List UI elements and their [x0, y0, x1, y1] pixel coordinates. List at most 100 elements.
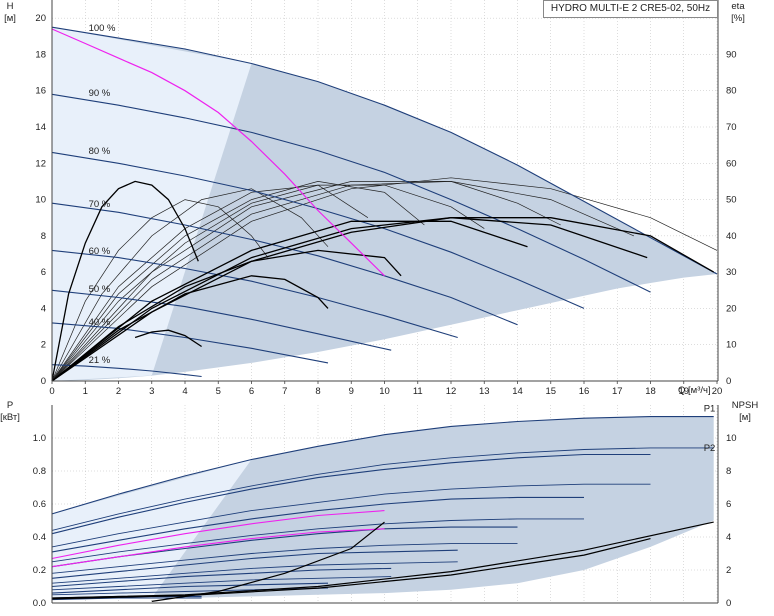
- x-tick-label: 17: [612, 386, 623, 397]
- efficiency-curve: [51, 217, 715, 382]
- y-tick-label: 14: [35, 122, 46, 133]
- x-tick-label: 1: [83, 386, 88, 397]
- efficiency-curve: [134, 329, 202, 348]
- x-tick-label: 2: [116, 386, 121, 397]
- chart-title: HYDRO MULTI-E 2 CRE5-02, 50Hz: [543, 0, 718, 18]
- x-tick-label: 13: [479, 386, 490, 397]
- y-tick-label: 0.8: [33, 466, 46, 477]
- y-right-axis-unit: [%]: [731, 13, 745, 24]
- p1-curve: [51, 582, 329, 594]
- p1-curve: [51, 496, 584, 553]
- y-right-tick-label: 0: [726, 598, 731, 609]
- light-area: [52, 27, 252, 381]
- x-tick-label: 4: [182, 386, 187, 397]
- x-tick-label: 7: [282, 386, 287, 397]
- y-right-axis-unit: [м]: [739, 412, 751, 423]
- efficiency-curve: [51, 217, 648, 382]
- light-area: [52, 459, 252, 600]
- head-curve-60: [51, 249, 458, 339]
- x-tick-label: 12: [446, 386, 457, 397]
- y-right-tick-label: 6: [726, 499, 731, 510]
- y-right-axis-label: eta: [731, 1, 745, 12]
- thin-efficiency-curve: [51, 188, 329, 382]
- thin-efficiency-curve: [51, 184, 485, 382]
- x-tick-label: 0: [49, 386, 54, 397]
- y-right-tick-label: 30: [726, 267, 737, 278]
- y-tick-label: 4: [41, 303, 46, 314]
- thin-efficiency-curve: [51, 199, 269, 382]
- y-axis-unit: [кВт]: [0, 412, 20, 423]
- x-tick-label: 6: [249, 386, 254, 397]
- p2-curve: [51, 447, 714, 531]
- y-tick-label: 0.0: [33, 598, 46, 609]
- y-right-tick-label: 10: [726, 340, 737, 351]
- speed-label: 21 %: [89, 355, 111, 366]
- y-tick-label: 0.2: [33, 565, 46, 576]
- p1-curve: [51, 567, 392, 588]
- y-right-axis-label: NPSH: [732, 400, 759, 411]
- speed-label: 80 %: [89, 146, 111, 157]
- thin-efficiency-curve: [51, 184, 369, 382]
- p2-curve: [51, 518, 584, 563]
- speed-label: 40 %: [89, 317, 111, 328]
- npsh-curve: [51, 538, 651, 600]
- y-tick-label: 8: [41, 231, 46, 242]
- efficiency-curve: [51, 275, 329, 382]
- y-tick-label: 20: [35, 13, 46, 24]
- x-tick-label: 10: [379, 386, 390, 397]
- thin-efficiency-curve: [51, 181, 425, 382]
- x-tick-label: 5: [216, 386, 221, 397]
- y-right-tick-label: 0: [726, 376, 731, 387]
- x-tick-label: 16: [579, 386, 590, 397]
- head-curve-80: [51, 151, 585, 309]
- magenta-p2-curve: [51, 528, 385, 568]
- thin-efficiency-curve: [51, 181, 561, 382]
- y-tick-label: 0.4: [33, 532, 46, 543]
- y-right-tick-label: 20: [726, 303, 737, 314]
- head-curve-21: [51, 364, 202, 378]
- speed-label: 90 %: [89, 88, 111, 99]
- y-right-tick-label: 10: [726, 433, 737, 444]
- x-tick-label: 8: [315, 386, 320, 397]
- y-tick-label: 12: [35, 158, 46, 169]
- p2-curve: [51, 561, 458, 584]
- x-tick-label: 20: [712, 386, 723, 397]
- power-chart: 0.0 0.2 0.4 0.6 0.8 1.0 0 2 4 6 8 10 P1 P2 P[кВт] NPSH[…: [0, 400, 758, 609]
- head-curve-90: [51, 93, 651, 293]
- p1-curve: [51, 549, 458, 579]
- x-tick-label: 9: [349, 386, 354, 397]
- y-tick-label: 6: [41, 267, 46, 278]
- y-tick-label: 1.0: [33, 433, 46, 444]
- y-right-tick-label: 80: [726, 86, 737, 97]
- y-right-tick-label: 50: [726, 195, 737, 206]
- y-tick-label: 10: [35, 195, 46, 206]
- x-tick-label: 19: [678, 386, 689, 397]
- head-chart: 0 1 2 3 4 5 6 7 8 9 10 11 12 13 14 15 16 17 18 19 2002468101…: [4, 0, 745, 397]
- y-tick-label: 0.6: [33, 499, 46, 510]
- efficiency-curve: [51, 180, 199, 382]
- x-tick-label: 15: [545, 386, 556, 397]
- y-right-tick-label: 40: [726, 231, 737, 242]
- magenta-curve: [51, 28, 385, 277]
- y-tick-label: 18: [35, 49, 46, 60]
- npsh-curve: [51, 521, 714, 599]
- y-axis-label: P: [7, 400, 13, 411]
- thin-efficiency-curve: [51, 177, 718, 382]
- y-right-tick-label: 8: [726, 466, 731, 477]
- y-right-tick-label: 70: [726, 122, 737, 133]
- y-right-tick-label: 2: [726, 565, 731, 576]
- npsh-curve: [151, 521, 385, 602]
- p2-curve: [51, 483, 651, 548]
- head-curve-50: [51, 289, 392, 351]
- curve-label: P2: [704, 443, 716, 454]
- p1-curve: [51, 416, 714, 515]
- efficiency-curve: [51, 220, 528, 382]
- curve-label: P1: [704, 404, 716, 415]
- thin-efficiency-curve: [51, 181, 635, 382]
- p2-curve: [51, 597, 202, 601]
- y-tick-label: 2: [41, 340, 46, 351]
- y-axis-label: H: [7, 1, 14, 12]
- p2-curve: [51, 576, 392, 591]
